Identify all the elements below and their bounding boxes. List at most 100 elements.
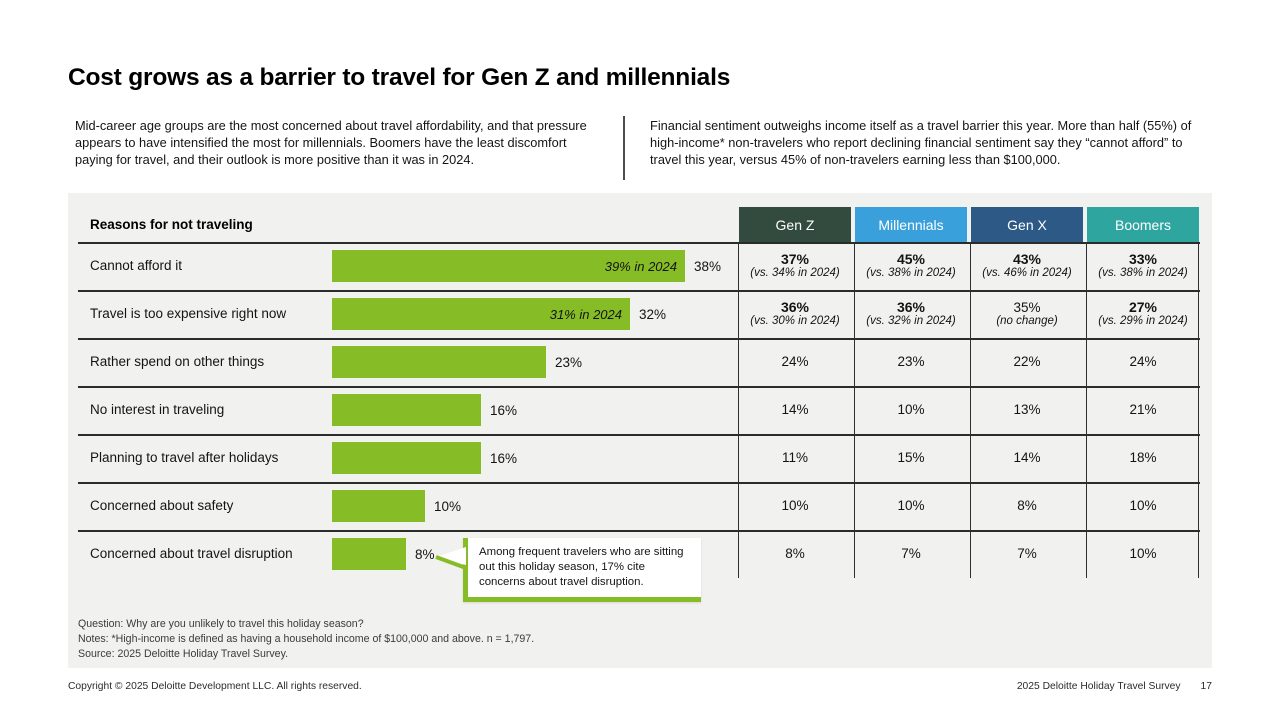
cell-boomers: 10%	[1087, 482, 1199, 530]
cell-value: 43%	[1012, 251, 1042, 268]
row-divider	[78, 242, 1200, 244]
cell-gen-x: 22%	[971, 338, 1083, 386]
intro-divider	[623, 116, 625, 180]
bar-value: 8%	[415, 546, 435, 562]
cell-value: 7%	[1017, 546, 1037, 562]
cell-value: 11%	[781, 450, 809, 466]
row-divider	[78, 338, 1200, 340]
page-title: Cost grows as a barrier to travel for Ge…	[68, 64, 731, 91]
cell-gen-z: 24%	[739, 338, 851, 386]
cell-boomers: 21%	[1087, 386, 1199, 434]
bar-group: 16%	[332, 386, 517, 434]
callout-arrow-icon	[435, 547, 466, 570]
column-header-gen-x: Gen X	[971, 207, 1083, 242]
column-divider	[738, 242, 739, 578]
bar	[332, 346, 546, 378]
table-row: Concerned about safety 10% 10% 10% 8% 10…	[68, 482, 1212, 530]
table-row: No interest in traveling 16% 14% 10% 13%…	[68, 386, 1212, 434]
row-divider	[78, 434, 1200, 436]
table-row: Cannot afford it 39% in 2024 38% 37% (vs.…	[68, 242, 1212, 290]
cell-note: (vs. 34% in 2024)	[750, 267, 840, 280]
cell-boomers: 27% (vs. 29% in 2024)	[1087, 290, 1199, 338]
cell-value: 7%	[901, 546, 921, 562]
bar: 31% in 2024	[332, 298, 630, 330]
cell-note: (vs. 30% in 2024)	[750, 315, 840, 328]
cell-millennials: 15%	[855, 434, 967, 482]
column-header-label: Millennials	[878, 216, 944, 233]
cell-note: (vs. 46% in 2024)	[982, 267, 1072, 280]
intro-paragraph-left: Mid-career age groups are the most conce…	[75, 118, 587, 167]
copyright-text: Copyright © 2025 Deloitte Development LL…	[68, 681, 362, 692]
row-divider	[78, 290, 1200, 292]
cell-value: 45%	[896, 251, 926, 268]
row-label: Concerned about safety	[90, 498, 234, 513]
cell-value: 36%	[780, 299, 810, 316]
cell-value: 10%	[1129, 498, 1157, 514]
cell-value: 22%	[1013, 354, 1041, 370]
cell-value: 37%	[780, 251, 810, 268]
cell-millennials: 45% (vs. 38% in 2024)	[855, 242, 967, 290]
cell-millennials: 10%	[855, 386, 967, 434]
cell-value: 10%	[1129, 546, 1157, 562]
row-divider	[78, 386, 1200, 388]
cell-gen-z: 8%	[739, 530, 851, 578]
bar	[332, 442, 481, 474]
page-number: 17	[1200, 681, 1212, 692]
column-divider	[854, 242, 855, 578]
cell-value: 35%	[1013, 299, 1041, 315]
cell-boomers: 10%	[1087, 530, 1199, 578]
cell-value: 23%	[897, 354, 925, 370]
cell-gen-x: 7%	[971, 530, 1083, 578]
cell-value: 14%	[1013, 450, 1041, 466]
table-row: Rather spend on other things 23% 24% 23%…	[68, 338, 1212, 386]
cell-gen-z: 37% (vs. 34% in 2024)	[739, 242, 851, 290]
column-header-gen-z: Gen Z	[739, 207, 851, 242]
cell-value: 18%	[1129, 450, 1157, 466]
column-header-label: Gen Z	[775, 216, 815, 233]
bar	[332, 394, 481, 426]
cell-value: 10%	[897, 498, 925, 514]
cell-value: 24%	[781, 354, 809, 370]
cell-value: 13%	[1013, 402, 1041, 418]
cell-value: 33%	[1128, 251, 1158, 268]
cell-gen-z: 36% (vs. 30% in 2024)	[739, 290, 851, 338]
row-divider	[78, 530, 1200, 532]
column-header-boomers: Boomers	[1087, 207, 1199, 242]
bar-value: 10%	[434, 498, 462, 514]
cell-gen-x: 8%	[971, 482, 1083, 530]
column-header-label: Gen X	[1007, 216, 1047, 233]
cell-value: 10%	[897, 402, 925, 418]
column-divider	[970, 242, 971, 578]
cell-boomers: 18%	[1087, 434, 1199, 482]
bar-group: 31% in 2024 32%	[332, 290, 666, 338]
cell-millennials: 10%	[855, 482, 967, 530]
cell-value: 10%	[781, 498, 809, 514]
cell-boomers: 33% (vs. 38% in 2024)	[1087, 242, 1199, 290]
cell-gen-x: 14%	[971, 434, 1083, 482]
bar-2024-label: 31% in 2024	[549, 306, 622, 322]
cell-value: 8%	[1017, 498, 1037, 514]
row-divider	[78, 482, 1200, 484]
bar-value: 23%	[555, 354, 583, 370]
cell-note: (vs. 32% in 2024)	[866, 315, 956, 328]
cell-gen-x: 43% (vs. 46% in 2024)	[971, 242, 1083, 290]
footer-right: 2025 Deloitte Holiday Travel Survey 17	[1017, 681, 1212, 692]
cell-value: 27%	[1128, 299, 1158, 316]
bar: 39% in 2024	[332, 250, 685, 282]
row-label: Rather spend on other things	[90, 354, 265, 369]
bar-value: 16%	[490, 450, 518, 466]
cell-gen-x: 13%	[971, 386, 1083, 434]
cell-gen-x: 35% (no change)	[971, 290, 1083, 338]
cell-boomers: 24%	[1087, 338, 1199, 386]
cell-value: 15%	[897, 450, 925, 466]
cell-value: 8%	[785, 546, 805, 562]
cell-note: (vs. 38% in 2024)	[1098, 267, 1188, 280]
row-label: Travel is too expensive right now	[90, 306, 287, 321]
footnote-question: Question: Why are you unlikely to travel…	[78, 618, 364, 630]
bar-value: 16%	[490, 402, 518, 418]
column-header-label: Boomers	[1114, 216, 1172, 233]
row-label: Concerned about travel disruption	[90, 546, 293, 561]
callout-text: Among frequent travelers who are sitting…	[479, 546, 684, 589]
cell-value: 14%	[781, 402, 809, 418]
